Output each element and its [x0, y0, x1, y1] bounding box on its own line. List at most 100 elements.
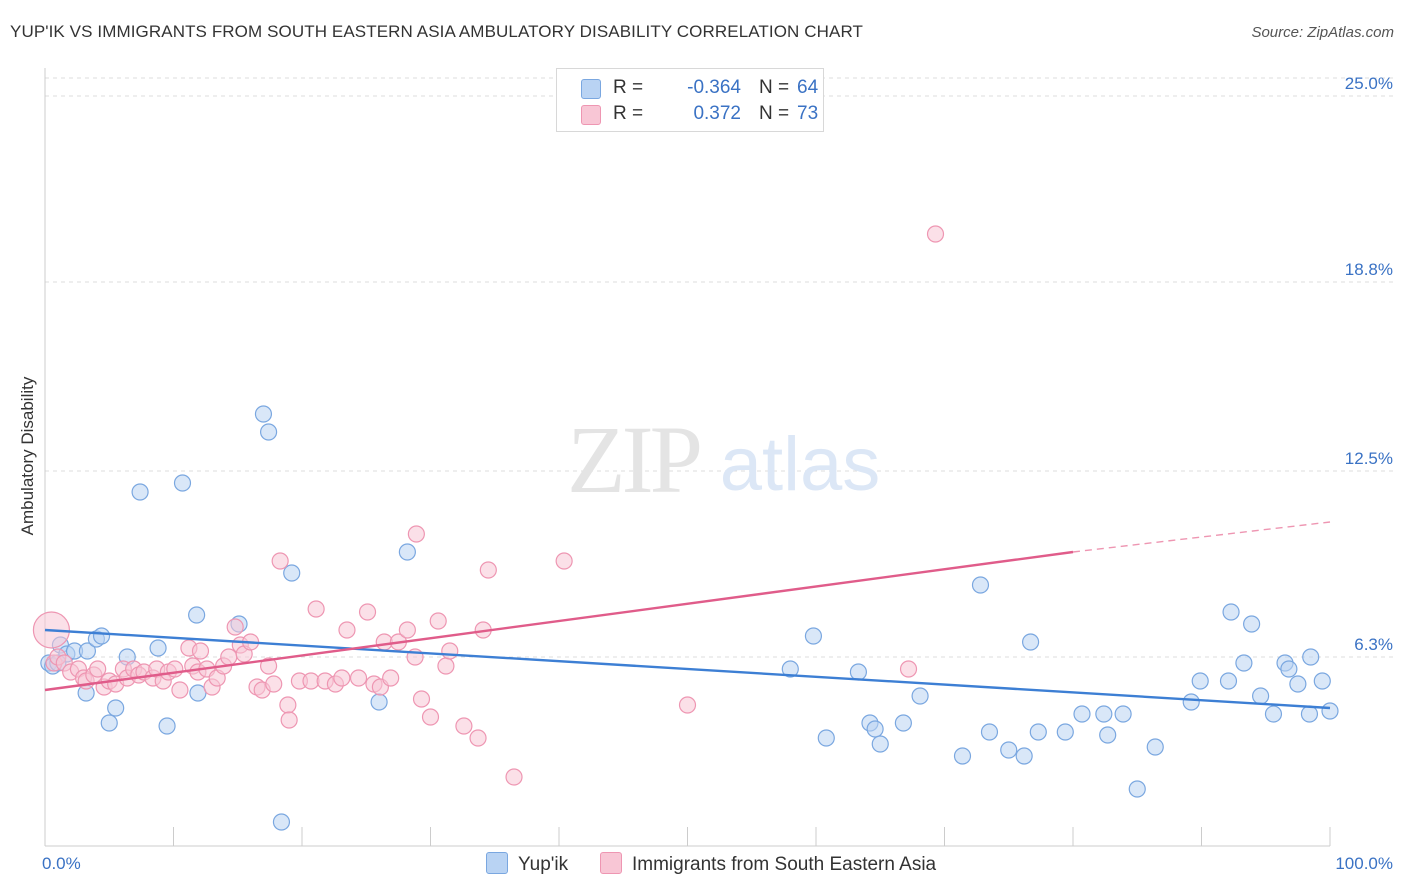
immigrants-point [191, 642, 210, 660]
immigrants-point [226, 618, 244, 636]
yupik-point [1219, 672, 1238, 690]
immigrants-trend-line [44, 550, 1074, 692]
bottom-legend-immigrants: Immigrants from South Eastern Asia [600, 852, 936, 876]
yupik-point [817, 729, 835, 747]
bottom-legend-swatch-immigrants [600, 852, 622, 874]
immigrants-point [382, 669, 400, 687]
yupik-point [1300, 705, 1319, 723]
yupik-point [1146, 738, 1164, 756]
y-tick-label: 18.8% [1345, 260, 1393, 279]
yupik-point [1302, 648, 1320, 666]
yupik-point [980, 723, 999, 741]
trend-lines [44, 521, 1331, 710]
immigrants-point [307, 600, 325, 618]
immigrants-point [271, 552, 289, 570]
yupik-point [953, 747, 972, 765]
bottom-legend-label-yupik: Yup'ik [518, 854, 569, 875]
legend-r-value-immigrants: 0.372 [693, 103, 741, 124]
chart-title: YUP'IK VS IMMIGRANTS FROM SOUTH EASTERN … [10, 22, 864, 41]
yupik-trend-line [44, 628, 1331, 710]
yupik-point [971, 576, 990, 594]
yupik-point [283, 564, 301, 582]
yupik-point [1264, 705, 1283, 723]
legend-r-label: R = [613, 103, 644, 124]
y-tick-label: 12.5% [1345, 449, 1393, 468]
y-tick-label: 6.3% [1354, 635, 1393, 654]
immigrants-point [166, 660, 184, 678]
immigrants-point [421, 708, 440, 726]
yupik-point [871, 735, 889, 753]
immigrants-point [259, 657, 278, 675]
immigrants-point [555, 552, 573, 570]
yupik-point [1243, 615, 1261, 633]
immigrants-point [441, 642, 459, 660]
legend-r-value-yupik: -0.364 [687, 77, 741, 98]
bottom-legend-yupik: Yup'ik [486, 852, 568, 876]
yupik-point [370, 693, 388, 711]
immigrants-point [333, 669, 351, 687]
yupik-point [1321, 702, 1339, 720]
yupik-point [1000, 741, 1018, 759]
grid-lines [45, 77, 1395, 658]
legend-r-label: R = [613, 77, 644, 98]
yupik-point [1252, 687, 1270, 705]
yupik-point [131, 483, 149, 501]
immigrants-point [505, 768, 523, 786]
yupik-point [107, 699, 125, 717]
watermark-atlas: atlas [720, 422, 881, 507]
immigrants-point [899, 660, 918, 678]
yupik-point [1114, 705, 1132, 723]
yupik-point [1313, 672, 1331, 690]
yupik-point [188, 606, 206, 624]
yupik-point [92, 627, 111, 645]
yupik-point [1056, 723, 1074, 741]
legend-n-label: N = [759, 77, 790, 98]
yupik-point [78, 642, 97, 660]
yupik-point [158, 717, 176, 735]
immigrants-point [407, 525, 425, 543]
yupik-point [1015, 747, 1033, 765]
x-tick-label: 0.0% [42, 854, 81, 873]
correlation-legend: R = -0.364 N = 64 R = 0.372 N = 73 [556, 68, 824, 132]
immigrants-point [358, 603, 377, 621]
immigrants-point [398, 621, 416, 639]
immigrants-point [338, 621, 356, 639]
yupik-point [911, 687, 929, 705]
yupik-point [272, 813, 291, 831]
yupik-point [1222, 603, 1240, 621]
yupik-point [849, 663, 868, 681]
legend-swatch-yupik [581, 79, 601, 99]
immigrants-point [171, 681, 189, 699]
y-tick-labels: 25.0% 18.8% 12.5% 6.3% [1345, 74, 1393, 654]
source-label: Source: ZipAtlas.com [1251, 24, 1394, 41]
immigrants-point [479, 561, 497, 579]
yupik-point [254, 405, 273, 423]
yupik-point [173, 474, 192, 492]
yupik-point [1029, 723, 1047, 741]
data-points [32, 225, 1339, 831]
yupik-point [1095, 705, 1113, 723]
yupik-point [398, 543, 416, 561]
immigrants-trend-extension [1072, 521, 1331, 553]
immigrants-point [280, 711, 298, 729]
legend-n-value-yupik: 64 [797, 77, 819, 98]
immigrants-point [926, 225, 945, 243]
immigrants-point [678, 696, 697, 714]
legend-n-label: N = [759, 103, 790, 124]
immigrants-point [455, 717, 473, 735]
legend-swatch-immigrants [581, 105, 601, 125]
watermark: ZIP atlas [567, 406, 880, 513]
watermark-zip: ZIP [567, 406, 700, 513]
yupik-point [259, 423, 278, 441]
yupik-point [1280, 660, 1298, 678]
yupik-point [1235, 654, 1253, 672]
yupik-point [1191, 672, 1209, 690]
axes [44, 68, 1331, 847]
immigrants-point [220, 648, 238, 666]
x-tick-labels: 0.0% 100.0% [42, 854, 1393, 873]
immigrants-point [349, 669, 368, 687]
yupik-point [1128, 780, 1146, 798]
yupik-point [781, 660, 799, 678]
immigrants-point [265, 675, 283, 693]
